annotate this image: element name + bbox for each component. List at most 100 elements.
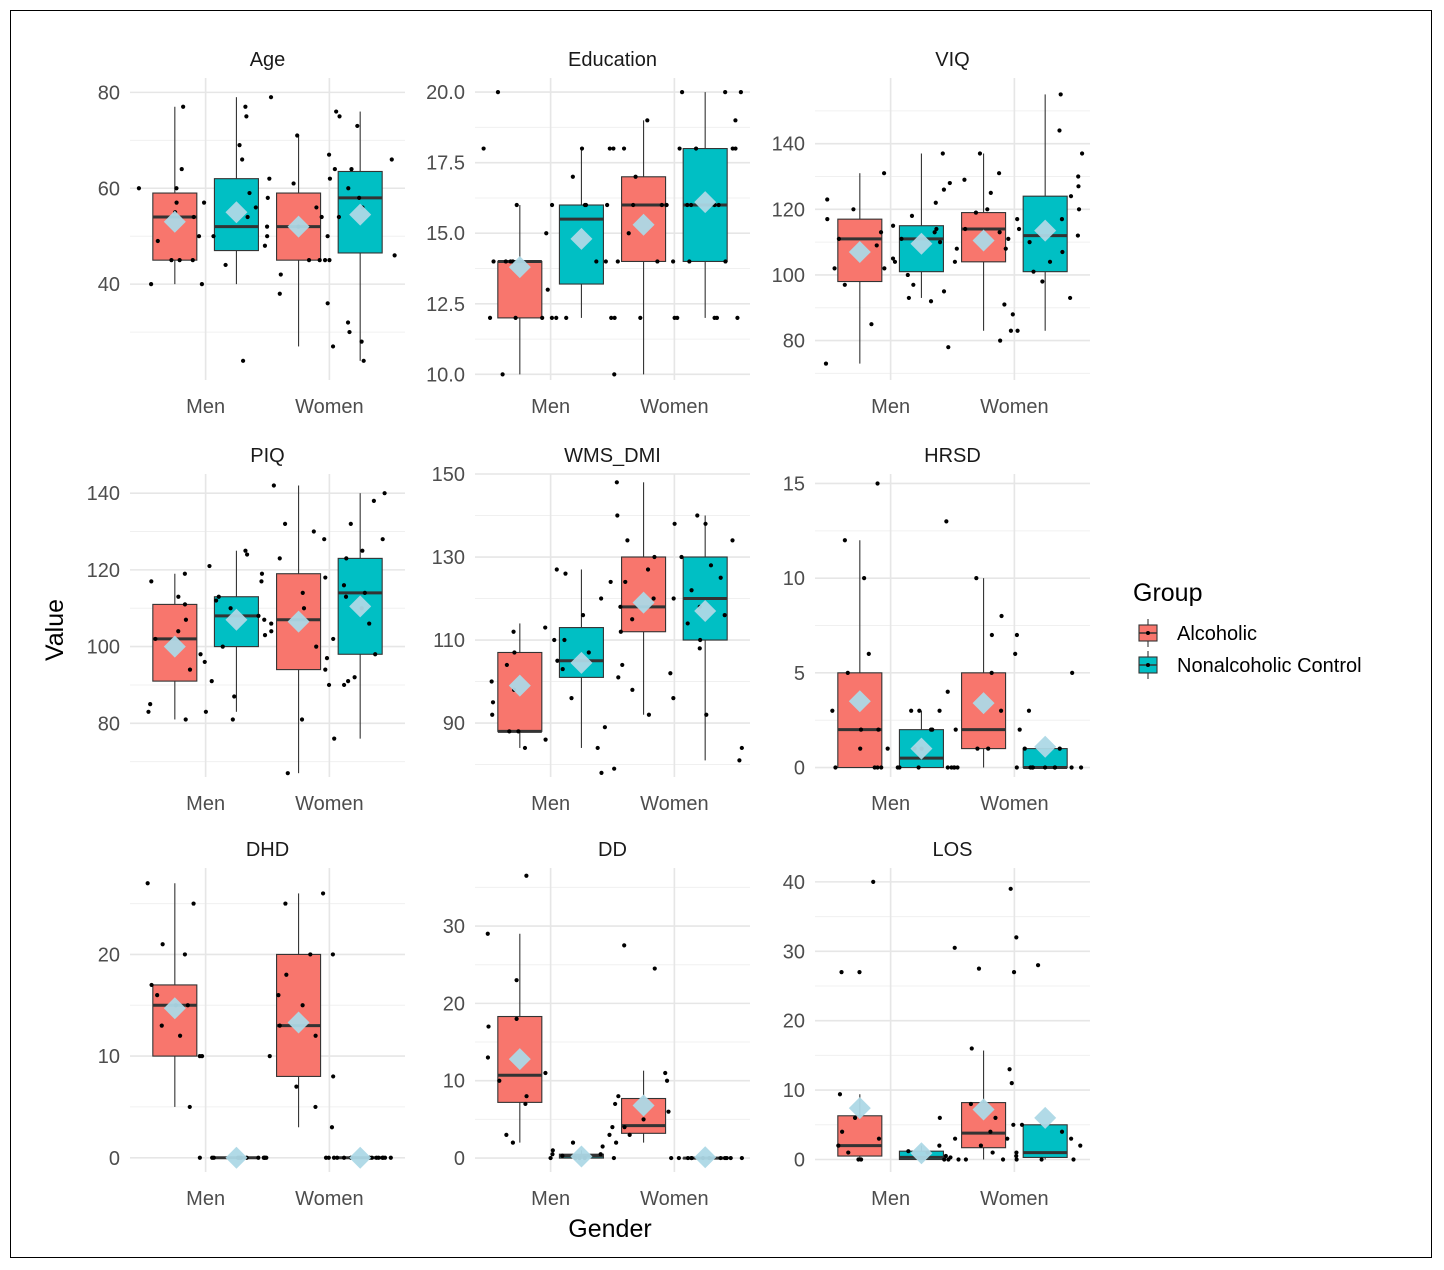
data-point	[1060, 249, 1065, 255]
data-point	[497, 1078, 502, 1083]
data-point	[209, 679, 214, 684]
data-point	[550, 1152, 555, 1157]
data-point	[664, 1078, 670, 1083]
mean-marker	[910, 232, 933, 255]
data-point	[146, 709, 151, 714]
data-point	[213, 598, 219, 603]
boxplot-alcoholic-men	[489, 623, 557, 751]
mean-marker	[848, 1097, 871, 1120]
panel-los: 0 10 20 30 40 Men Women LOS	[783, 839, 1090, 1210]
data-point	[638, 315, 643, 321]
data-point	[586, 650, 591, 655]
legend-label: Alcoholic	[1177, 623, 1257, 645]
boxplot-alcoholic-men	[485, 873, 548, 1145]
data-point	[947, 180, 952, 186]
data-point	[614, 1140, 619, 1145]
data-point	[1015, 217, 1020, 222]
y-tick-label: 80	[98, 713, 120, 735]
legend-label: Nonalcoholic Control	[1177, 655, 1362, 677]
data-point	[1008, 886, 1013, 891]
y-tick-label: 15.0	[426, 223, 465, 245]
data-point	[940, 151, 945, 156]
data-point	[607, 146, 612, 151]
data-point	[1052, 765, 1058, 770]
data-point	[552, 637, 557, 643]
data-point	[503, 259, 508, 264]
y-tick-label: 5	[794, 663, 805, 685]
boxplot-alcoholic-men	[146, 571, 214, 722]
data-point	[580, 613, 586, 618]
data-point	[583, 202, 589, 208]
data-point	[1010, 312, 1015, 317]
data-point	[220, 644, 225, 649]
data-point	[301, 606, 307, 611]
mean-marker	[287, 610, 310, 633]
data-point	[672, 521, 677, 526]
data-point	[737, 758, 742, 763]
data-point	[881, 171, 887, 176]
panel-title: Age	[250, 49, 286, 71]
x-tick-label: Women	[640, 793, 709, 815]
data-point	[669, 1155, 674, 1161]
boxplot-nonalcoholic-control-women	[669, 1146, 744, 1169]
data-point	[990, 1150, 995, 1155]
data-point	[524, 1094, 529, 1099]
data-point	[651, 596, 656, 601]
panel-title: DHD	[246, 839, 289, 861]
data-point	[545, 287, 550, 292]
data-point	[326, 152, 332, 157]
data-point	[148, 702, 153, 707]
data-point	[607, 1132, 612, 1137]
data-point	[627, 1132, 632, 1137]
data-point	[322, 258, 328, 263]
data-point	[245, 214, 250, 220]
data-point	[739, 1155, 744, 1161]
data-point	[842, 538, 847, 543]
data-point	[689, 202, 694, 208]
mean-marker	[632, 591, 655, 614]
data-point	[718, 1155, 723, 1161]
data-point	[916, 765, 921, 770]
boxplot-alcoholic-women	[946, 151, 1020, 350]
data-point	[326, 1155, 331, 1160]
y-tick-label: 10.0	[426, 364, 465, 386]
data-point	[278, 272, 283, 277]
y-tick-label: 100	[87, 637, 120, 659]
y-tick-label: 10	[783, 568, 805, 590]
data-point	[177, 258, 182, 263]
data-point	[359, 339, 364, 344]
data-point	[232, 694, 237, 699]
data-point	[951, 765, 957, 770]
data-point	[1069, 1136, 1074, 1141]
data-point	[491, 259, 496, 264]
data-point	[500, 372, 505, 377]
x-tick-label: Women	[295, 1188, 364, 1210]
boxplot-alcoholic-men	[823, 171, 896, 366]
data-point	[1022, 746, 1027, 751]
data-point	[300, 1003, 305, 1008]
data-point	[549, 202, 555, 208]
data-point	[332, 736, 337, 741]
data-point	[615, 259, 620, 264]
data-point	[203, 709, 209, 714]
data-point	[277, 1023, 282, 1028]
data-point	[330, 344, 336, 349]
data-point	[348, 521, 353, 526]
data-point	[495, 90, 501, 95]
panel-title: WMS_DMI	[564, 445, 661, 467]
data-point	[603, 259, 608, 264]
data-point	[605, 202, 610, 208]
legend-key-point	[1146, 663, 1150, 667]
data-point	[269, 621, 274, 626]
boxplot-nonalcoholic-control-women	[323, 1146, 393, 1169]
data-point	[549, 315, 555, 321]
data-point	[668, 671, 673, 676]
data-point	[346, 186, 351, 191]
data-point	[555, 658, 560, 663]
mean-marker	[848, 240, 871, 263]
data-point	[262, 1155, 267, 1160]
x-tick-label: Men	[186, 1188, 225, 1210]
data-point	[352, 675, 357, 680]
data-point	[622, 1125, 627, 1130]
